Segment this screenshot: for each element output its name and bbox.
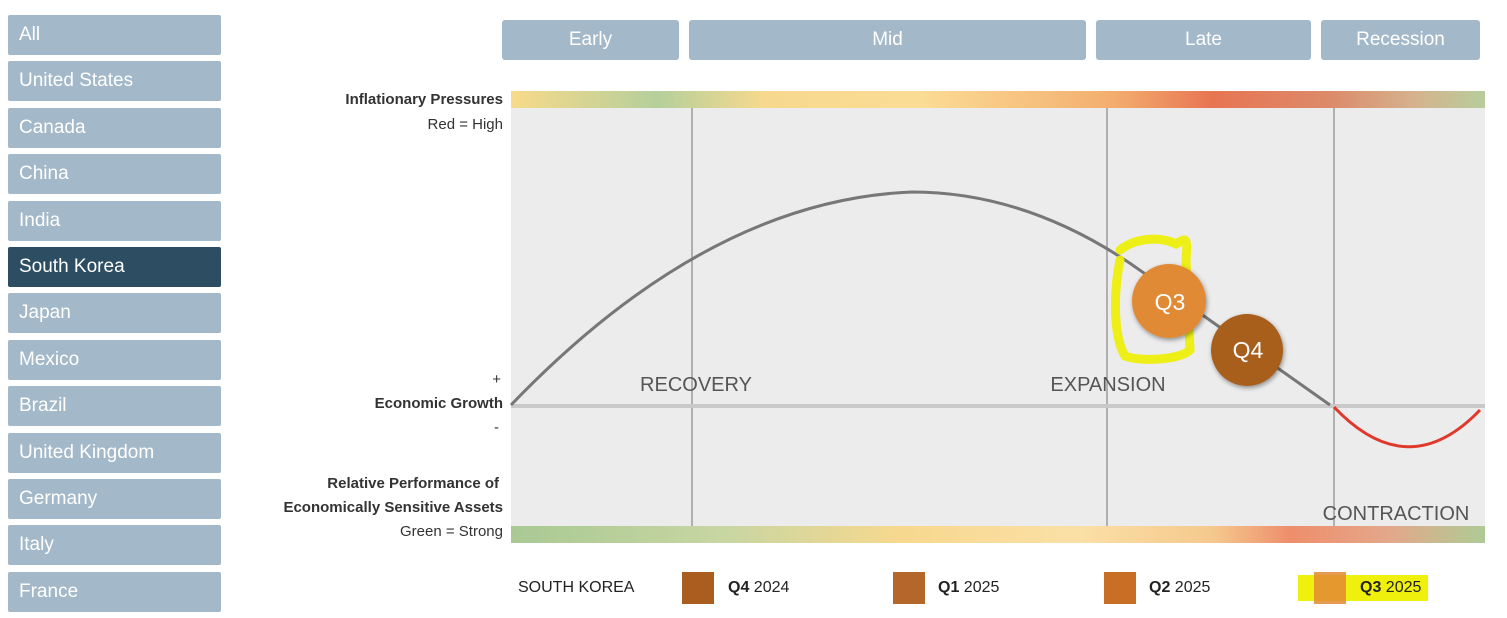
- sidebar-item-france[interactable]: France: [8, 571, 221, 612]
- legend-q4-year: 2024: [753, 579, 790, 596]
- inflation-title: Inflationary Pressures: [345, 91, 503, 108]
- contraction-curve: [1332, 405, 1482, 449]
- sidebar-item-canada[interactable]: Canada: [8, 107, 221, 148]
- marker-q4-circle: [1211, 314, 1283, 386]
- legend-q3-year: 2025: [1385, 579, 1422, 596]
- perf-title-line2: Economically Sensitive Assets: [283, 499, 503, 516]
- sidebar-item-italy[interactable]: Italy: [8, 525, 221, 566]
- country-sidebar: All United States Canada China India Sou…: [8, 15, 221, 618]
- marker-q4-label: Q4: [1233, 337, 1264, 363]
- legend-q4-quarter: Q4: [728, 579, 750, 596]
- region-label-expansion: EXPANSION: [1050, 374, 1165, 396]
- legend-q2-quarter: Q2: [1149, 579, 1171, 596]
- expansion-curve: [509, 190, 1331, 407]
- sidebar-item-japan[interactable]: Japan: [8, 293, 221, 334]
- legend-swatch-q1-2025: [893, 572, 925, 604]
- marker-q3[interactable]: Q3: [1132, 264, 1206, 338]
- growth-minus-label: -: [494, 419, 499, 436]
- legend-q1-year: 2025: [963, 579, 1000, 596]
- perf-note: Green = Strong: [400, 523, 503, 540]
- region-label-recovery: RECOVERY: [640, 374, 752, 396]
- phase-recession-button[interactable]: Recession: [1321, 20, 1480, 60]
- perf-title-line1: Relative Performance of: [327, 475, 499, 492]
- sidebar-item-south-korea[interactable]: South Korea: [8, 246, 221, 287]
- sidebar-item-mexico[interactable]: Mexico: [8, 339, 221, 380]
- legend-item-q4-2024[interactable]: Q4 2024: [728, 579, 789, 597]
- legend-item-q3-2025[interactable]: Q3 2025: [1360, 579, 1421, 597]
- legend-q1-quarter: Q1: [938, 579, 960, 596]
- sidebar-item-india[interactable]: India: [8, 200, 221, 241]
- sidebar-item-germany[interactable]: Germany: [8, 478, 221, 519]
- legend-swatch-q3-2025: [1314, 572, 1346, 604]
- sidebar-item-all[interactable]: All: [8, 15, 221, 55]
- sidebar-item-china[interactable]: China: [8, 154, 221, 195]
- growth-plus-label: +: [492, 371, 501, 388]
- legend-item-q1-2025[interactable]: Q1 2025: [938, 579, 999, 597]
- sidebar-item-united-states[interactable]: United States: [8, 61, 221, 102]
- legend-item-q2-2025[interactable]: Q2 2025: [1149, 579, 1210, 597]
- marker-q3-label: Q3: [1155, 289, 1186, 315]
- phase-late-button[interactable]: Late: [1096, 20, 1311, 60]
- inflation-note: Red = High: [427, 116, 503, 133]
- legend-q3-quarter: Q3: [1360, 579, 1382, 596]
- legend-swatch-q2-2025: [1104, 572, 1136, 604]
- marker-q4[interactable]: Q4: [1211, 314, 1283, 386]
- marker-q3-circle: [1132, 264, 1206, 338]
- plot-background: [511, 108, 1485, 526]
- phase-early-button[interactable]: Early: [502, 20, 679, 60]
- performance-gradient-bar: [511, 526, 1485, 543]
- growth-label: Economic Growth: [374, 395, 503, 412]
- inflation-gradient-bar: [511, 91, 1485, 108]
- phase-mid-button[interactable]: Mid: [689, 20, 1086, 60]
- legend-country: SOUTH KOREA: [518, 579, 635, 596]
- legend-swatch-q4-2024: [682, 572, 714, 604]
- sidebar-item-brazil[interactable]: Brazil: [8, 386, 221, 427]
- legend-q2-year: 2025: [1174, 579, 1211, 596]
- q3-highlight-scribble: [1110, 234, 1195, 364]
- region-label-contraction: CONTRACTION: [1323, 503, 1470, 525]
- sidebar-item-united-kingdom[interactable]: United Kingdom: [8, 432, 221, 473]
